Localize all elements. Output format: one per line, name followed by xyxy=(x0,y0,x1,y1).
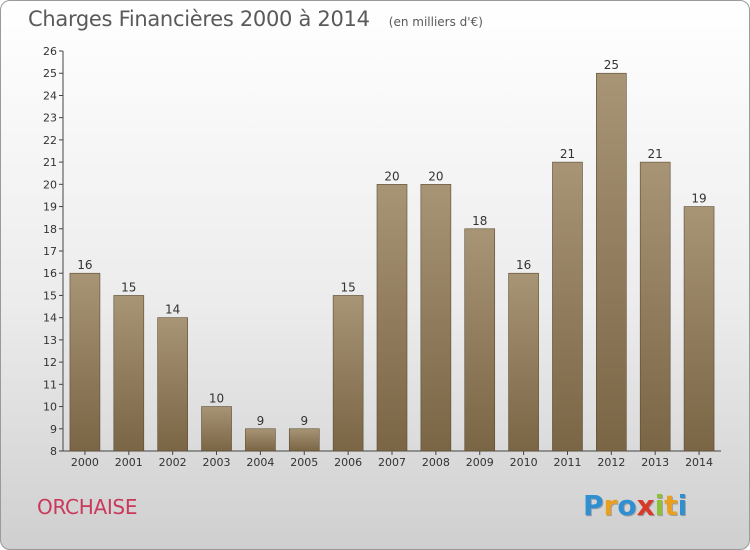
bar-value-label: 9 xyxy=(257,414,265,428)
logo-letter: i xyxy=(677,489,688,522)
y-tick-label: 21 xyxy=(43,156,57,169)
y-tick-label: 15 xyxy=(43,289,57,302)
bar xyxy=(332,295,364,452)
y-tick-label: 13 xyxy=(43,334,57,347)
y-tick-label: 12 xyxy=(43,356,57,369)
x-tick-label: 2010 xyxy=(510,456,538,469)
logo-letter: P xyxy=(583,489,604,522)
bar xyxy=(157,317,188,452)
bar-value-label: 25 xyxy=(604,58,619,72)
bar-value-label: 16 xyxy=(516,258,531,272)
bar xyxy=(245,428,276,452)
y-tick-label: 18 xyxy=(43,223,57,236)
x-tick-label: 2003 xyxy=(203,456,231,469)
bar xyxy=(508,272,539,452)
bar xyxy=(201,406,232,452)
y-tick-label: 8 xyxy=(50,445,57,458)
bar-value-label: 16 xyxy=(77,258,92,272)
bar-value-label: 15 xyxy=(340,280,355,294)
chart-unit: (en milliers d'€) xyxy=(388,15,483,29)
logo-letter: i xyxy=(654,489,665,522)
y-tick-label: 16 xyxy=(43,267,57,280)
x-tick-label: 2004 xyxy=(246,456,274,469)
bar xyxy=(113,295,145,452)
x-tick-label: 2002 xyxy=(159,456,187,469)
x-tick-label: 2008 xyxy=(422,456,450,469)
y-tick-label: 23 xyxy=(43,112,57,125)
city-name: ORCHAISE xyxy=(37,495,138,519)
bar xyxy=(639,161,671,452)
proxiti-logo[interactable]: Proxiti xyxy=(583,489,687,522)
x-tick-label: 2000 xyxy=(71,456,99,469)
y-tick-label: 11 xyxy=(43,378,57,391)
logo-letter: r xyxy=(603,489,618,522)
x-tick-label: 2013 xyxy=(641,456,669,469)
bar xyxy=(683,206,715,452)
x-tick-label: 2014 xyxy=(685,456,713,469)
y-tick-label: 10 xyxy=(43,401,57,414)
bar-value-label: 21 xyxy=(648,147,663,161)
x-tick-label: 2001 xyxy=(115,456,143,469)
title-row: Charges Financières 2000 à 2014 (en mill… xyxy=(28,7,483,31)
x-tick-label: 2011 xyxy=(553,456,581,469)
logo-letter: x xyxy=(636,489,655,522)
bar-value-label: 19 xyxy=(691,192,706,206)
chart-title: Charges Financières 2000 à 2014 xyxy=(28,7,370,31)
y-tick-label: 26 xyxy=(43,45,57,58)
x-tick-label: 2007 xyxy=(378,456,406,469)
bar-value-label: 15 xyxy=(121,280,136,294)
bar-value-label: 10 xyxy=(209,392,224,406)
y-tick-label: 22 xyxy=(43,134,57,147)
bar-value-label: 9 xyxy=(300,414,308,428)
bar xyxy=(552,161,583,452)
bar xyxy=(288,428,320,452)
x-tick-label: 2009 xyxy=(466,456,494,469)
y-tick-label: 24 xyxy=(43,89,57,102)
x-tick-label: 2006 xyxy=(334,456,362,469)
bar-value-label: 14 xyxy=(165,303,180,317)
y-tick-label: 14 xyxy=(43,312,57,325)
y-tick-label: 25 xyxy=(43,67,57,80)
x-tick-label: 2012 xyxy=(597,456,625,469)
y-tick-label: 9 xyxy=(50,423,57,436)
y-tick-label: 17 xyxy=(43,245,57,258)
bar-value-label: 20 xyxy=(384,169,399,183)
bar xyxy=(376,184,408,452)
bar-value-label: 21 xyxy=(560,147,575,161)
bar xyxy=(464,228,496,452)
bar-value-label: 18 xyxy=(472,214,487,228)
bar xyxy=(596,72,627,452)
x-tick-label: 2005 xyxy=(290,456,318,469)
y-tick-label: 19 xyxy=(43,201,57,214)
y-tick-label: 20 xyxy=(43,178,57,191)
logo-letter: o xyxy=(617,489,637,522)
logo-letter: t xyxy=(664,489,678,522)
bar xyxy=(420,184,452,452)
bar-value-label: 20 xyxy=(428,169,443,183)
bar xyxy=(69,272,101,452)
